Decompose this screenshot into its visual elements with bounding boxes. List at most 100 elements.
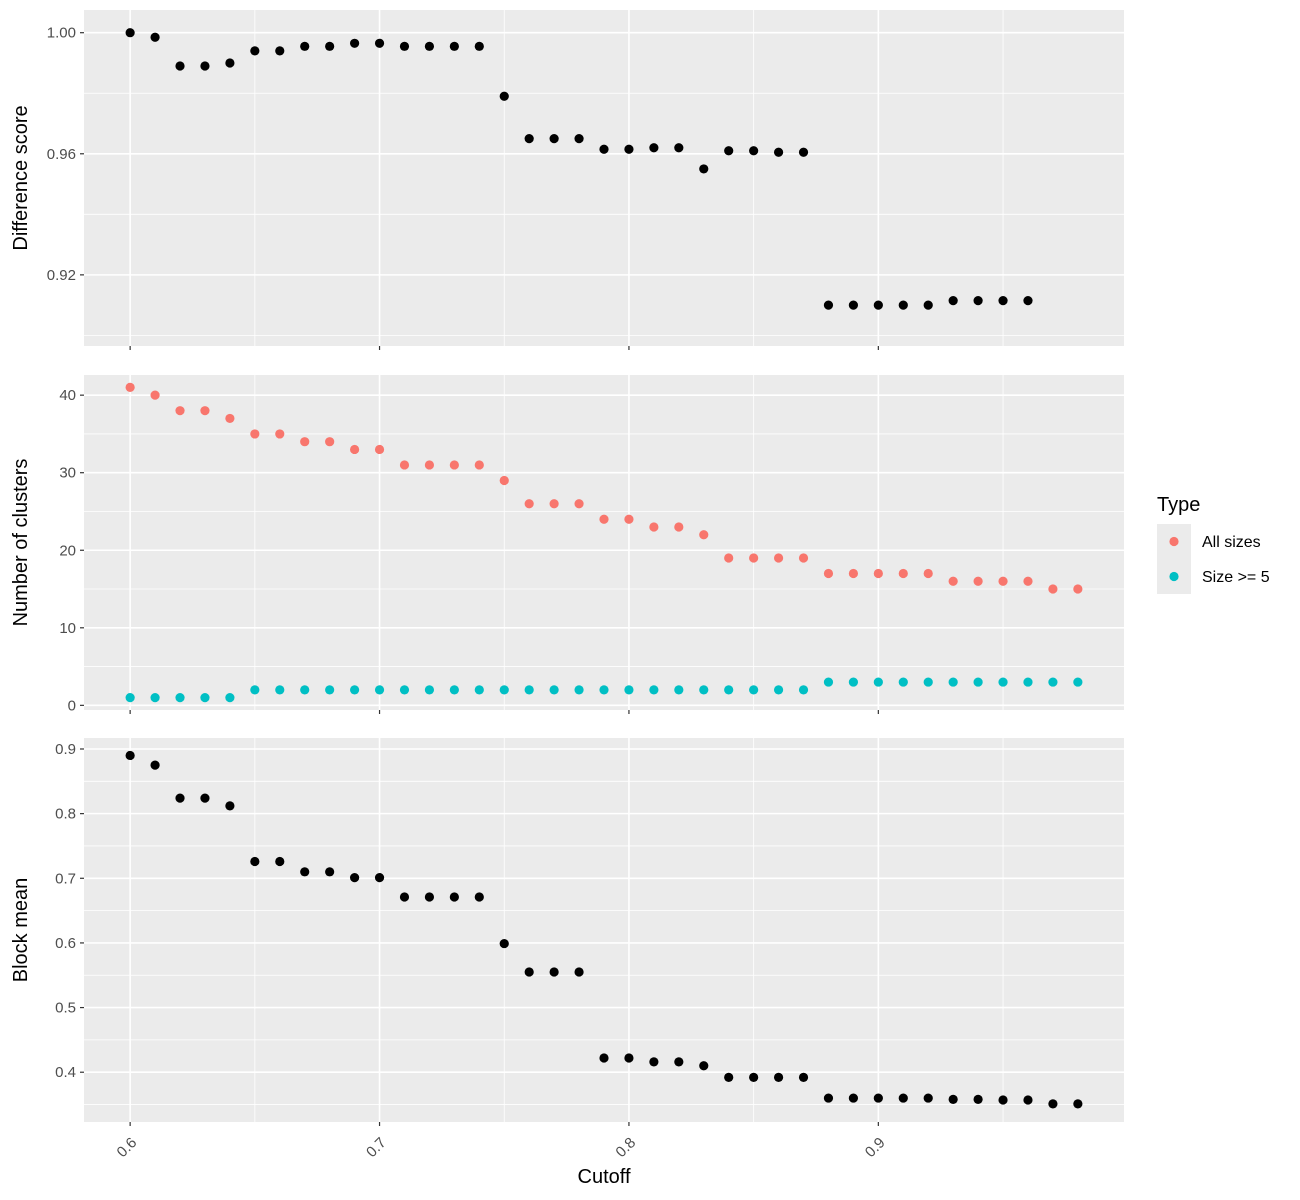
data-point: [849, 677, 858, 686]
data-point: [500, 476, 509, 485]
data-point: [874, 569, 883, 578]
x-axis-title: Cutoff: [578, 1166, 631, 1188]
data-point: [550, 134, 559, 143]
data-point: [350, 39, 359, 48]
data-point: [649, 143, 658, 152]
faceted-scatter-chart: 0.920.961.00Difference score010203040Num…: [0, 0, 1300, 1200]
data-point: [749, 146, 758, 155]
data-point: [375, 39, 384, 48]
data-point: [350, 873, 359, 882]
data-point: [375, 445, 384, 454]
data-point: [126, 28, 135, 37]
data-point: [574, 967, 583, 976]
data-point: [225, 801, 234, 810]
data-point: [824, 569, 833, 578]
data-point: [300, 42, 309, 51]
x-tick-label: 0.6: [114, 1134, 141, 1161]
data-point: [1023, 577, 1032, 586]
data-point: [749, 685, 758, 694]
data-point: [799, 148, 808, 157]
data-point: [175, 693, 184, 702]
data-point: [699, 164, 708, 173]
data-point: [150, 693, 159, 702]
data-point: [350, 685, 359, 694]
data-point: [325, 685, 334, 694]
data-point: [899, 569, 908, 578]
data-point: [998, 577, 1007, 586]
data-point: [300, 867, 309, 876]
data-point: [724, 146, 733, 155]
legend-item: All sizes: [1157, 524, 1261, 559]
data-point: [749, 553, 758, 562]
data-point: [500, 685, 509, 694]
data-point: [250, 46, 259, 55]
y-tick-label: 30: [59, 465, 76, 482]
data-point: [998, 296, 1007, 305]
data-point: [624, 1053, 633, 1062]
data-point: [225, 693, 234, 702]
data-point: [150, 33, 159, 42]
data-point: [599, 1053, 608, 1062]
data-point: [699, 1061, 708, 1070]
data-point: [275, 685, 284, 694]
data-point: [949, 677, 958, 686]
x-tick-label: 0.7: [363, 1134, 390, 1161]
data-point: [500, 939, 509, 948]
data-point: [375, 685, 384, 694]
data-point: [126, 693, 135, 702]
data-point: [525, 967, 534, 976]
data-point: [550, 967, 559, 976]
data-point: [325, 437, 334, 446]
data-point: [425, 460, 434, 469]
data-point: [799, 685, 808, 694]
data-point: [649, 522, 658, 531]
data-point: [1073, 1099, 1082, 1108]
data-point: [924, 677, 933, 686]
data-point: [1048, 584, 1057, 593]
data-point: [225, 414, 234, 423]
data-point: [1073, 677, 1082, 686]
data-point: [250, 685, 259, 694]
data-point: [200, 794, 209, 803]
data-point: [949, 296, 958, 305]
data-point: [949, 1095, 958, 1104]
data-point: [574, 685, 583, 694]
panel-background: [84, 375, 1124, 710]
data-point: [525, 134, 534, 143]
data-point: [774, 148, 783, 157]
data-point: [998, 1095, 1007, 1104]
data-point: [200, 61, 209, 70]
data-point: [724, 553, 733, 562]
data-point: [425, 892, 434, 901]
y-tick-label: 0.92: [47, 267, 76, 284]
legend-items: All sizes Size >= 5: [1157, 524, 1270, 594]
legend-item: Size >= 5: [1157, 559, 1270, 594]
y-tick-label: 0.9: [55, 741, 76, 758]
data-point: [599, 145, 608, 154]
panel-1: 0.92 0.96 1.00 Difference score: [10, 10, 1124, 393]
y-tick-label: 0.96: [47, 146, 76, 163]
data-point: [300, 437, 309, 446]
data-point: [475, 42, 484, 51]
data-point: [175, 61, 184, 70]
data-point: [649, 685, 658, 694]
data-point: [550, 499, 559, 508]
legend: Type All sizes Size >= 5: [1157, 494, 1270, 594]
data-point: [674, 143, 683, 152]
data-point: [475, 892, 484, 901]
data-point: [350, 445, 359, 454]
data-point: [225, 58, 234, 67]
data-point: [974, 677, 983, 686]
data-point: [150, 391, 159, 400]
y-tick-label: 20: [59, 542, 76, 559]
data-point: [550, 685, 559, 694]
data-point: [874, 301, 883, 310]
data-point: [475, 460, 484, 469]
data-point: [275, 857, 284, 866]
data-point: [200, 406, 209, 415]
y-tick-label: 0.7: [55, 870, 76, 887]
data-point: [699, 685, 708, 694]
data-point: [599, 515, 608, 524]
data-point: [325, 867, 334, 876]
data-point: [574, 499, 583, 508]
